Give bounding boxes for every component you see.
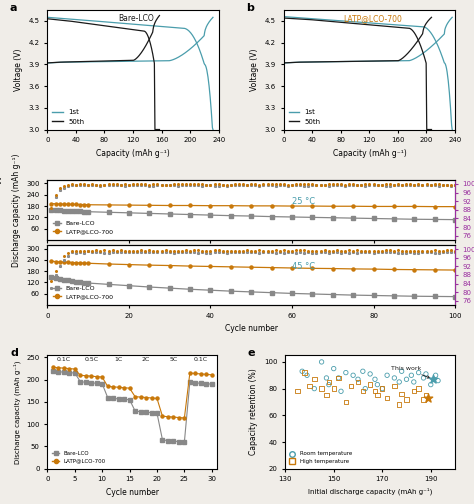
Point: [303, 371, 311, 380]
Point: [293, 387, 301, 395]
Legend: Bare-LCO, LATP@LCO-700: Bare-LCO, LATP@LCO-700: [51, 218, 116, 237]
Point: [395, 401, 403, 409]
Point: [354, 375, 362, 384]
Point: [398, 390, 405, 398]
Point: [323, 374, 330, 382]
Point: [391, 382, 398, 390]
Point: [362, 385, 369, 393]
Point: [335, 374, 342, 382]
Point: [318, 358, 325, 366]
Text: b: b: [246, 3, 254, 13]
Point: [342, 368, 350, 376]
Point: [318, 385, 325, 393]
Text: e: e: [248, 348, 255, 358]
Point: [410, 387, 418, 395]
Point: [398, 367, 405, 375]
Legend: 1st, 50th: 1st, 50th: [51, 108, 86, 126]
X-axis label: Capacity (mAh g⁻¹): Capacity (mAh g⁻¹): [96, 149, 170, 158]
Text: 0.1C: 0.1C: [57, 357, 71, 362]
Point: [422, 391, 430, 399]
Text: a: a: [10, 3, 17, 13]
Point: [359, 387, 366, 395]
Point: [301, 368, 309, 376]
Point: [410, 378, 418, 386]
Point: [422, 370, 430, 378]
Text: This work: This work: [391, 366, 430, 378]
Point: [354, 378, 362, 386]
Point: [306, 382, 313, 390]
X-axis label: Capacity (mAh g⁻¹): Capacity (mAh g⁻¹): [333, 149, 406, 158]
Point: [337, 387, 345, 395]
Point: [378, 385, 386, 393]
Point: [434, 376, 442, 385]
Text: 45 °C: 45 °C: [292, 262, 315, 271]
Text: c: c: [0, 176, 1, 186]
Point: [335, 374, 342, 382]
Text: 5C: 5C: [169, 357, 178, 362]
Point: [299, 367, 306, 375]
Point: [371, 375, 379, 384]
Y-axis label: Capacity retention (%): Capacity retention (%): [249, 368, 258, 455]
Point: [391, 374, 398, 382]
Legend: Bare-LCO, LATP@LCO-700: Bare-LCO, LATP@LCO-700: [51, 283, 116, 302]
Y-axis label: Voltage (V): Voltage (V): [14, 48, 23, 91]
Point: [366, 370, 374, 378]
Point: [415, 385, 422, 393]
Point: [425, 394, 432, 402]
X-axis label: Cycle number: Cycle number: [106, 488, 159, 497]
Point: [427, 381, 435, 389]
Point: [366, 381, 374, 389]
Y-axis label: Discharge capacity (mAh g⁻¹): Discharge capacity (mAh g⁻¹): [12, 153, 21, 267]
Point: [415, 368, 422, 376]
Point: [419, 395, 427, 403]
Point: [383, 394, 391, 402]
Point: [383, 371, 391, 380]
Y-axis label: Discharge capacity (mAh g⁻¹): Discharge capacity (mAh g⁻¹): [13, 360, 21, 464]
Point: [325, 381, 333, 389]
Text: 0.1C: 0.1C: [194, 357, 208, 362]
Legend: 1st, 50th: 1st, 50th: [287, 108, 322, 126]
Legend: Bare-LCO, LATP@LCO-700: Bare-LCO, LATP@LCO-700: [50, 449, 108, 466]
Point: [310, 385, 318, 393]
Point: [395, 378, 403, 386]
Text: 25 °C: 25 °C: [292, 197, 315, 206]
Point: [330, 385, 337, 393]
Point: [408, 371, 415, 380]
Text: 2C: 2C: [142, 357, 150, 362]
Point: [349, 371, 357, 380]
Point: [342, 398, 350, 406]
Point: [403, 395, 410, 403]
Point: [374, 381, 381, 389]
Point: [419, 374, 427, 382]
Y-axis label: Voltage (V): Voltage (V): [250, 48, 259, 91]
X-axis label: Cycle number: Cycle number: [225, 324, 278, 333]
Point: [378, 385, 386, 393]
X-axis label: Initial discharge capacity (mAh g⁻¹): Initial discharge capacity (mAh g⁻¹): [308, 488, 432, 495]
Text: d: d: [10, 348, 18, 358]
Point: [359, 367, 366, 375]
Point: [371, 387, 379, 395]
Text: Bare-LCO: Bare-LCO: [118, 14, 155, 23]
Point: [432, 371, 439, 380]
Point: [310, 375, 318, 384]
Point: [323, 391, 330, 399]
Text: LATP@LCO-700: LATP@LCO-700: [343, 14, 402, 23]
Text: 0.5C: 0.5C: [84, 357, 98, 362]
Point: [330, 364, 337, 372]
Point: [374, 391, 381, 399]
Point: [325, 378, 333, 386]
Point: [429, 375, 437, 384]
Point: [403, 375, 410, 384]
Legend: Room temperature, High temperature: Room temperature, High temperature: [288, 450, 354, 466]
Point: [347, 382, 355, 390]
Text: 1C: 1C: [115, 357, 123, 362]
